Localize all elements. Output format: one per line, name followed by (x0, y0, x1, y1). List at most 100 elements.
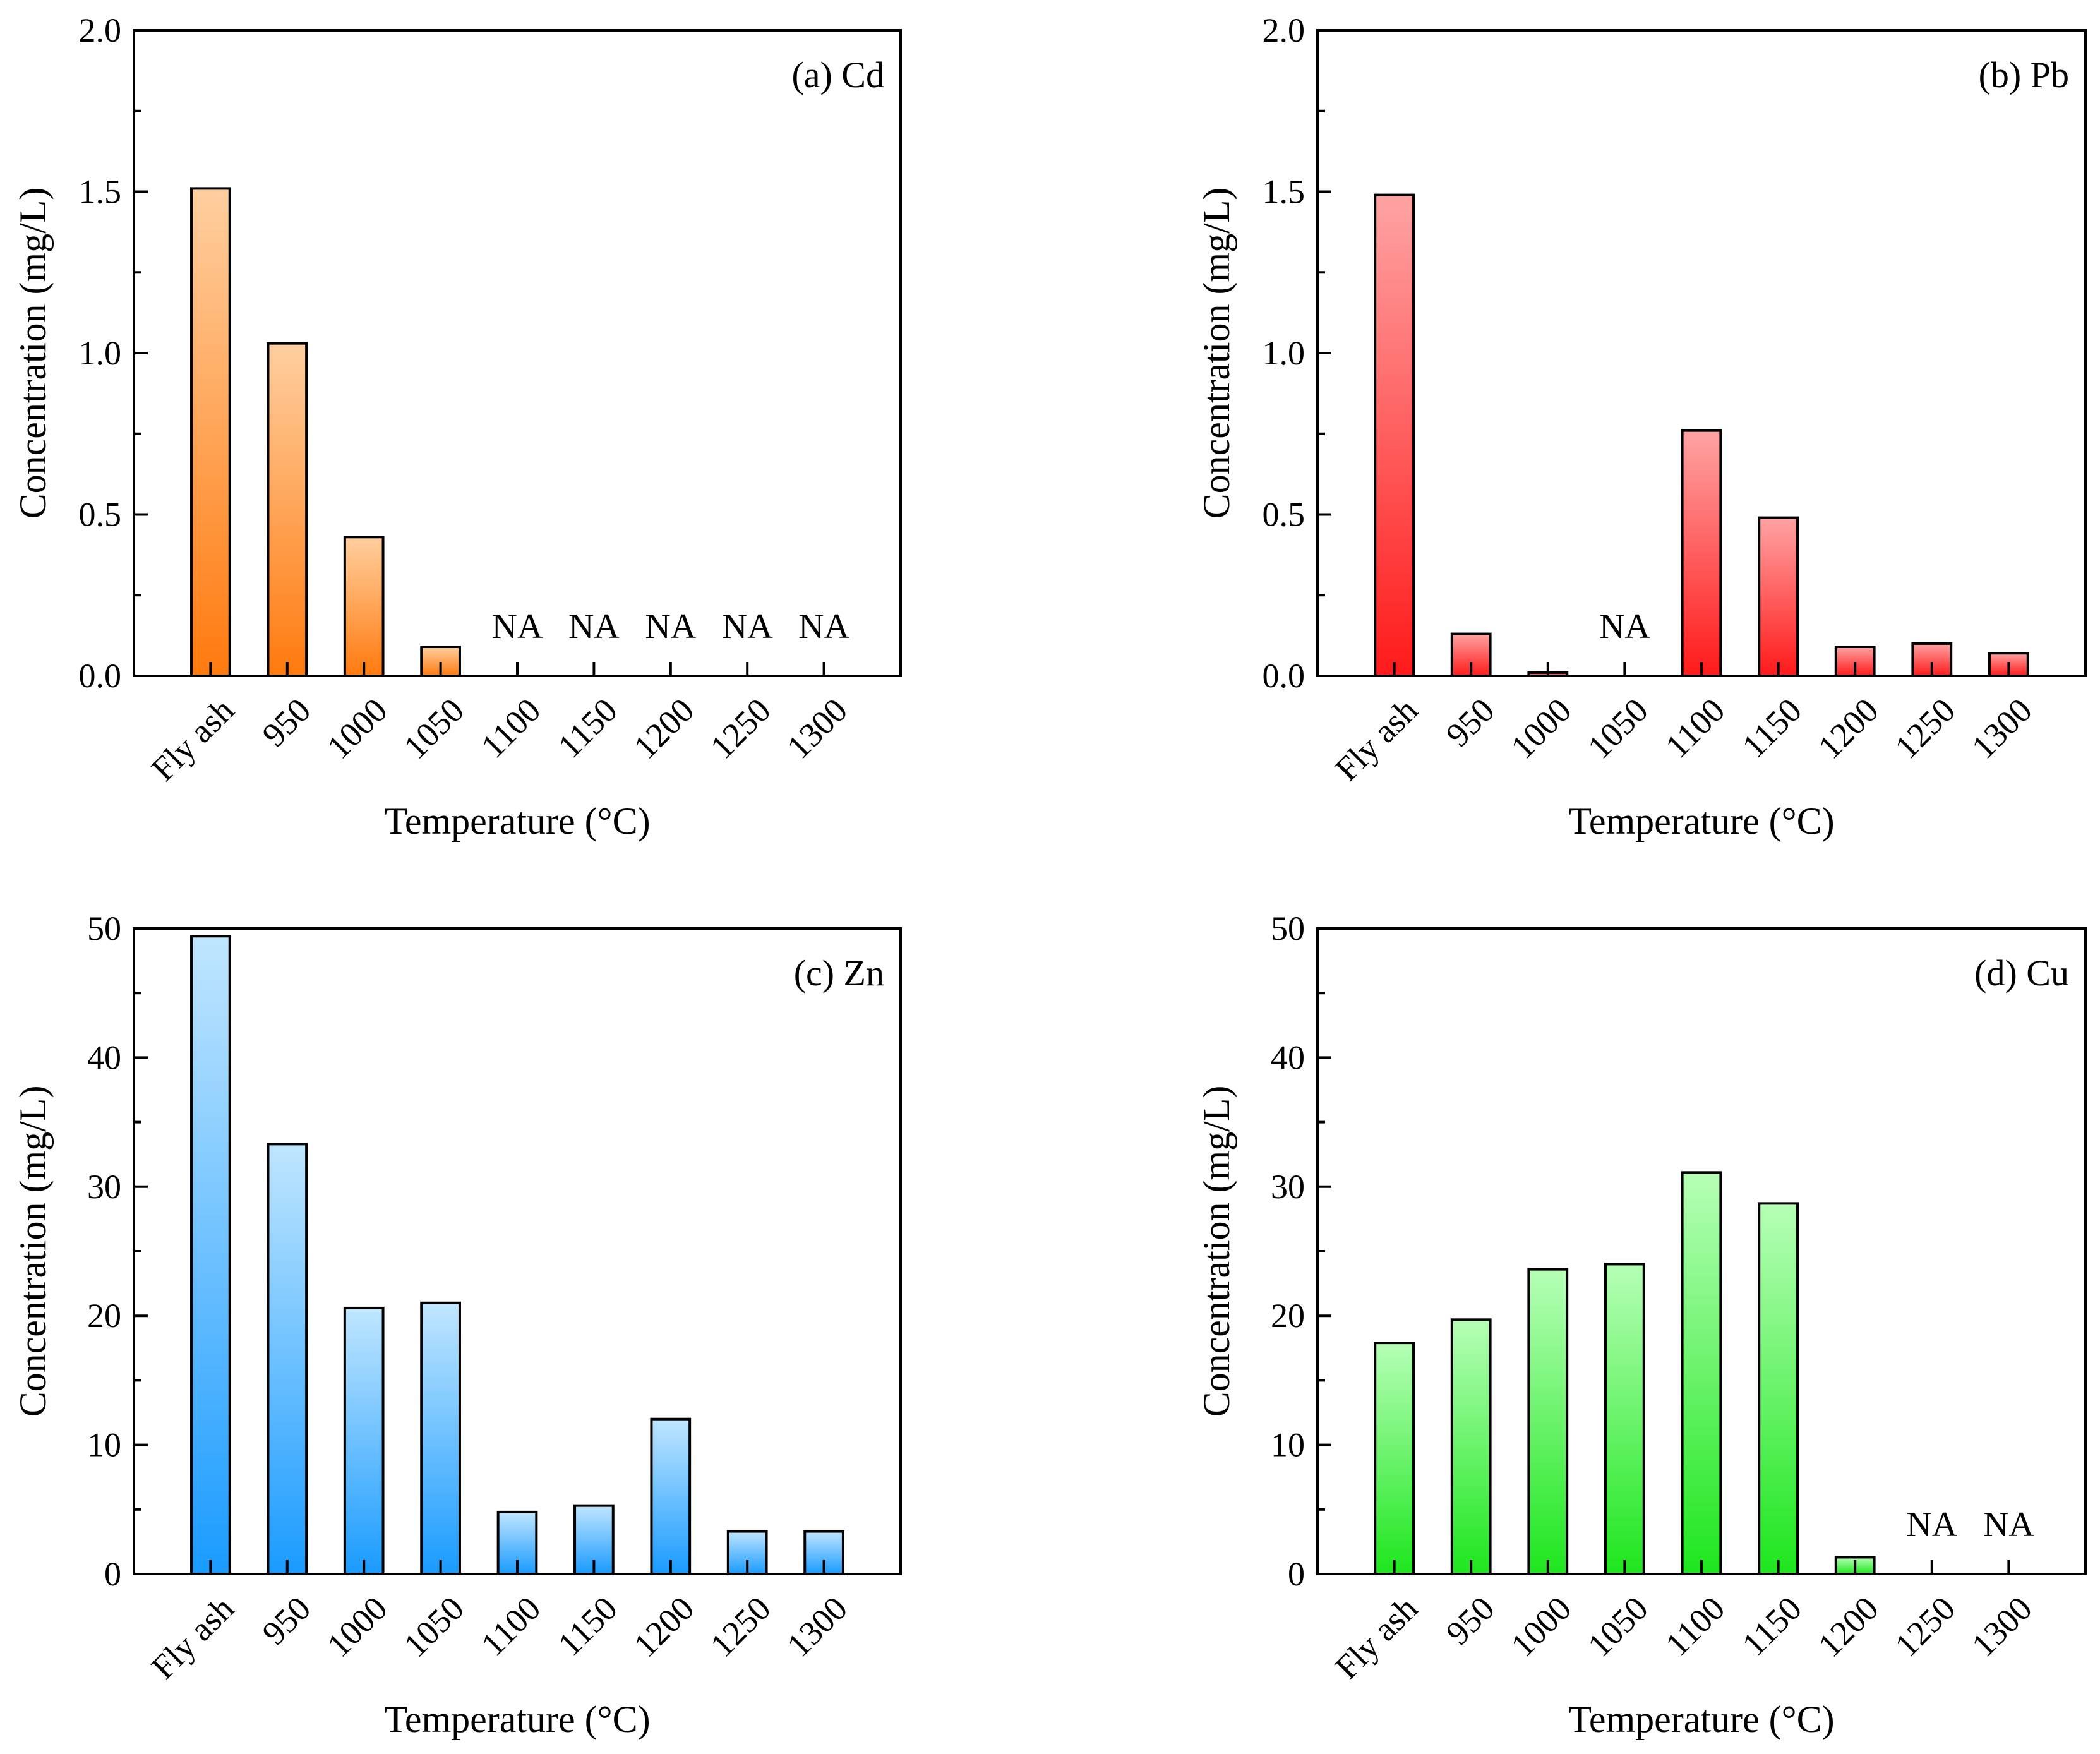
y-tick-label: 40 (1271, 1038, 1305, 1076)
x-tick-label: 1200 (1811, 1589, 1886, 1664)
na-label: NA (798, 607, 849, 646)
x-tick-label: 1300 (1964, 1589, 2039, 1664)
x-tick-label: 1050 (396, 1589, 471, 1664)
x-tick-label: Fly ash (144, 1589, 241, 1686)
panel-label: (d) Cu (1974, 952, 2069, 994)
x-tick-label: 950 (255, 691, 318, 754)
x-tick-label: 1200 (626, 691, 701, 766)
x-tick-label: 1100 (474, 691, 548, 765)
bar-950 (267, 1143, 308, 1575)
x-tick-label: 1050 (1580, 1589, 1655, 1664)
y-axis-title: Concentration (mg/L) (12, 1086, 54, 1417)
y-tick-label: 2.0 (79, 11, 122, 49)
na-label: NA (722, 607, 773, 646)
x-tick-label: 1000 (1503, 1589, 1578, 1664)
panel-label: (c) Zn (794, 952, 884, 994)
panel-d-cu: NA NA 0 10 20 30 40 50 Fly ash 950 1000 1050 1100 115… (1196, 910, 2087, 1740)
x-axis-title: Temperature (°C) (1568, 1698, 1834, 1740)
y-tick-label: 0.0 (79, 657, 122, 695)
y-tick-label: 20 (1271, 1297, 1305, 1335)
bar-fly-ash (1374, 193, 1415, 677)
na-label: NA (568, 607, 620, 646)
na-label: NA (1599, 607, 1650, 646)
bar-1050 (420, 1301, 461, 1575)
y-tick-label: 0.0 (1263, 657, 1305, 695)
panel-label: (b) Pb (1979, 54, 2069, 95)
x-tick-label: 1100 (1658, 1589, 1732, 1663)
y-tick-label: 2.0 (1263, 11, 1305, 49)
bar-fly-ash (1374, 1342, 1415, 1576)
y-tick-label: 50 (1271, 910, 1305, 947)
plot-frame (133, 29, 902, 677)
x-tick-label: 1050 (396, 691, 471, 766)
x-tick-label: 1100 (1658, 691, 1732, 765)
y-tick-label: 1.5 (1263, 173, 1305, 211)
y-axis-title: Concentration (mg/L) (1196, 188, 1237, 519)
y-tick-label: 50 (87, 910, 121, 947)
y-tick-label: 1.0 (79, 334, 122, 372)
bar-1150 (1758, 1202, 1799, 1575)
x-tick-label: 1050 (1580, 691, 1655, 766)
y-axis-title: Concentration (mg/L) (1196, 1086, 1237, 1417)
y-tick-label: 0 (1288, 1555, 1305, 1593)
x-tick-label: 1000 (320, 1589, 395, 1664)
y-tick-label: 0.5 (1263, 496, 1305, 534)
y-tick-label: 10 (87, 1426, 121, 1464)
bar-950 (267, 342, 308, 677)
bar-1100 (1681, 429, 1722, 677)
x-axis-title: Temperature (°C) (384, 1698, 650, 1740)
y-tick-label: 1.5 (79, 173, 122, 211)
x-tick-label: 1250 (1887, 691, 1962, 766)
panel-label: (a) Cd (791, 54, 884, 95)
y-tick-label: 30 (1271, 1168, 1305, 1206)
bar-1050 (1604, 1263, 1645, 1575)
na-label: NA (645, 607, 696, 646)
x-tick-label: 1150 (1735, 691, 1809, 765)
x-tick-label: 950 (255, 1589, 318, 1652)
bar-1000 (343, 536, 385, 678)
na-label: NA (1906, 1505, 1957, 1544)
bar-1200 (650, 1417, 692, 1575)
x-tick-label: 1100 (474, 1589, 548, 1663)
x-tick-label: 1150 (551, 1589, 625, 1663)
y-tick-label: 1.0 (1263, 334, 1305, 372)
x-tick-label: 1300 (779, 691, 855, 766)
na-label: NA (492, 607, 543, 646)
y-tick-label: 20 (87, 1297, 121, 1335)
x-tick-label: 1000 (1503, 691, 1578, 766)
x-tick-label: 1150 (1735, 1589, 1809, 1663)
panel-c-zn: 0 10 20 30 40 50 Fly ash 950 1000 1050 1100 1150 120… (12, 910, 902, 1740)
x-axis-title: Temperature (°C) (1568, 800, 1834, 842)
y-axis-title: Concentration (mg/L) (12, 188, 54, 519)
bar-1000 (1527, 1268, 1569, 1575)
x-tick-label: 1300 (779, 1589, 855, 1664)
na-label: NA (1983, 1505, 2034, 1544)
bar-950 (1450, 1318, 1492, 1576)
x-tick-label: Fly ash (144, 691, 241, 788)
x-tick-label: 1150 (551, 691, 625, 765)
x-tick-label: 1250 (1887, 1589, 1962, 1664)
y-tick-label: 40 (87, 1038, 121, 1076)
x-tick-label: 950 (1439, 691, 1502, 754)
y-tick-label: 10 (1271, 1426, 1305, 1464)
x-tick-label: Fly ash (1328, 1589, 1425, 1686)
plot-frame (133, 927, 902, 1575)
bar-1100 (1681, 1171, 1722, 1576)
bar-fly-ash (190, 187, 231, 677)
y-tick-label: 0.5 (79, 496, 122, 534)
x-tick-label: 1300 (1964, 691, 2039, 766)
x-tick-label: 1000 (320, 691, 395, 766)
x-tick-label: 1200 (1811, 691, 1886, 766)
x-tick-label: 1200 (626, 1589, 701, 1664)
bar-1000 (343, 1306, 385, 1576)
x-tick-label: 1250 (703, 1589, 778, 1664)
x-axis-title: Temperature (°C) (384, 800, 650, 842)
x-tick-label: Fly ash (1328, 691, 1425, 788)
x-tick-label: 1250 (703, 691, 778, 766)
y-tick-label: 30 (87, 1168, 121, 1206)
x-tick-label: 950 (1439, 1589, 1502, 1652)
y-tick-label: 0 (104, 1555, 121, 1593)
